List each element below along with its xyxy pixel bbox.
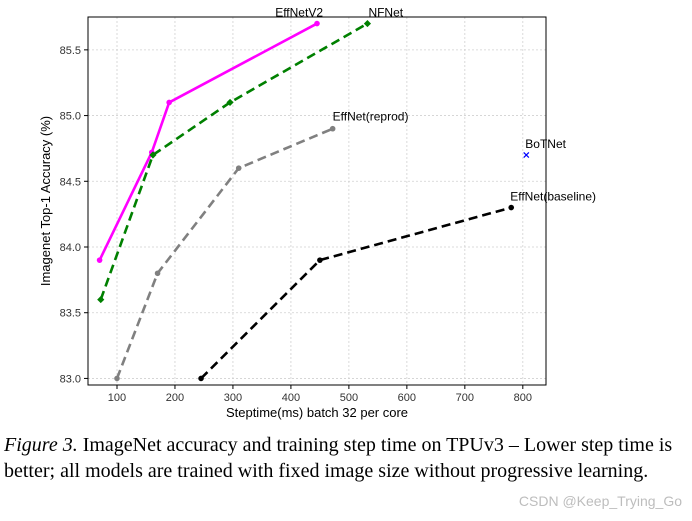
- figure-label: Figure 3.: [4, 434, 78, 456]
- data-point-effnet-baseline: [508, 204, 515, 211]
- x-tick-label: 600: [398, 392, 416, 404]
- x-tick-label: 800: [514, 392, 532, 404]
- y-tick-label: 85.0: [60, 111, 81, 123]
- data-point-effnet-reprod: [114, 375, 120, 382]
- x-axis-title: Steptime(ms) batch 32 per core: [226, 405, 408, 420]
- data-point-nfnet: [149, 151, 157, 159]
- series-label-effnet-reprod: EffNet(reprod): [333, 110, 409, 124]
- data-point-effnetv2: [314, 20, 320, 27]
- series-line-effnetv2: [98, 22, 318, 261]
- data-point-effnet-reprod: [329, 125, 336, 132]
- y-tick-label: 83.0: [60, 373, 81, 385]
- x-tick-label: 700: [456, 392, 474, 404]
- caption-text: ImageNet accuracy and training step time…: [4, 434, 673, 482]
- y-axis-title: Imagenet Top-1 Accuracy (%): [38, 116, 53, 286]
- grid: [88, 17, 546, 385]
- data-point-botnet: [523, 151, 530, 159]
- y-tick-label: 84.0: [60, 242, 81, 254]
- data-point-nfnet: [97, 295, 105, 304]
- data-point-effnet-reprod: [235, 165, 242, 171]
- x-tick-label: 500: [340, 392, 358, 404]
- data-point-effnet-reprod: [154, 270, 161, 277]
- data-point-nfnet: [363, 19, 372, 28]
- series-line-effnet-baseline: [200, 206, 512, 380]
- series-label-effnetv2: EffNetV2: [275, 6, 323, 20]
- data-point-effnet-baseline: [317, 257, 323, 263]
- series-line-nfnet: [99, 22, 369, 301]
- x-tick-label: 100: [108, 392, 126, 404]
- watermark: CSDN @Keep_Trying_Go: [518, 493, 682, 509]
- chart: 100 200 300 400 500 600 700 800 83.0 83.5 84.0 84.5…: [38, 6, 596, 420]
- data-point-effnetv2: [96, 257, 103, 263]
- x-tick-label: 200: [166, 392, 184, 404]
- data-point-nfnet: [226, 98, 234, 107]
- data-point-effnet-baseline: [198, 375, 204, 382]
- series-label-botnet: BoTNet: [525, 137, 566, 151]
- series-lines: [96, 19, 530, 382]
- plot-frame: [87, 16, 547, 386]
- series-line-effnet-reprod: [115, 127, 334, 379]
- series-label-nfnet: NFNet: [368, 6, 403, 20]
- data-point-effnetv2: [166, 99, 172, 106]
- series-labels: EffNetV2 NFNet EffNet(reprod) EffNet(baseli…: [275, 6, 596, 204]
- x-tick-label: 300: [224, 392, 242, 404]
- y-tick-label: 84.5: [60, 176, 81, 188]
- x-tick-label: 400: [282, 392, 300, 404]
- y-tick-label: 85.5: [60, 45, 81, 57]
- axis-ticks: 100 200 300 400 500 600 700 800 83.0 83.5 84.0 84.5…: [60, 45, 532, 404]
- figure-caption: Figure 3. ImageNet accuracy and training…: [4, 432, 684, 484]
- y-tick-label: 83.5: [60, 308, 81, 320]
- series-label-effnet-baseline: EffNet(baseline): [510, 190, 596, 204]
